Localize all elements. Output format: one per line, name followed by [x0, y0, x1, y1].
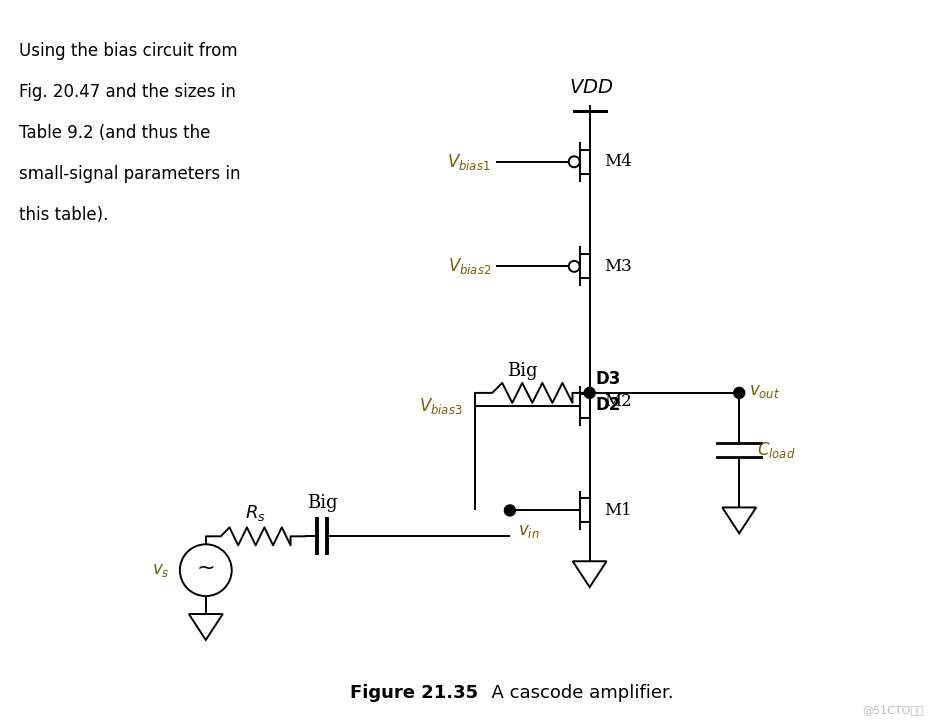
Text: $v_s$: $v_s$: [153, 561, 170, 579]
Text: ~: ~: [197, 558, 215, 578]
Text: Big: Big: [507, 362, 538, 380]
Text: M2: M2: [605, 393, 632, 410]
Text: A cascode amplifier.: A cascode amplifier.: [480, 684, 674, 702]
Text: $R_s$: $R_s$: [245, 503, 266, 523]
Text: Fig. 20.47 and the sizes in: Fig. 20.47 and the sizes in: [20, 83, 236, 101]
Text: $v_{in}$: $v_{in}$: [518, 523, 540, 540]
Text: D3: D3: [595, 370, 621, 388]
Text: D2: D2: [595, 396, 621, 414]
Text: $VDD$: $VDD$: [569, 79, 614, 97]
Text: Figure 21.35: Figure 21.35: [350, 684, 479, 702]
Text: $V_{bias2}$: $V_{bias2}$: [447, 256, 491, 277]
Text: $V_{bias3}$: $V_{bias3}$: [419, 396, 463, 416]
Text: M1: M1: [605, 502, 632, 519]
Text: Big: Big: [307, 494, 338, 513]
Text: M3: M3: [605, 258, 632, 275]
Text: M4: M4: [605, 153, 632, 171]
Text: $V_{bias1}$: $V_{bias1}$: [447, 152, 491, 172]
Circle shape: [584, 388, 595, 399]
Text: Table 9.2 (and thus the: Table 9.2 (and thus the: [20, 124, 211, 142]
Text: Using the bias circuit from: Using the bias circuit from: [20, 42, 238, 60]
Text: this table).: this table).: [20, 205, 108, 224]
Text: small-signal parameters in: small-signal parameters in: [20, 165, 241, 183]
Text: @51CTO博客: @51CTO博客: [862, 705, 924, 714]
Text: $C_{load}$: $C_{load}$: [757, 440, 796, 460]
Circle shape: [734, 388, 745, 399]
Text: $v_{out}$: $v_{out}$: [749, 382, 780, 400]
Circle shape: [504, 505, 515, 516]
